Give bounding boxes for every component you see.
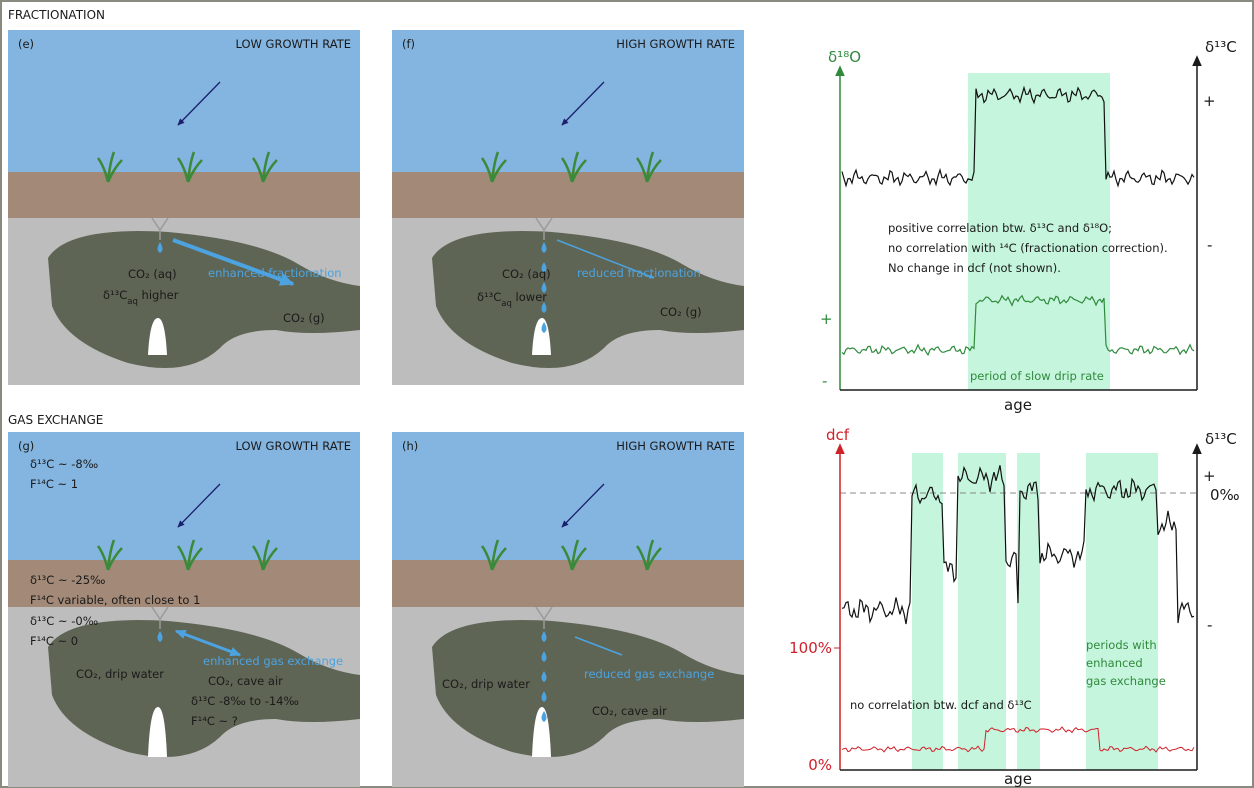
shade bbox=[958, 453, 1006, 770]
text-part: CO₂, cave air bbox=[208, 674, 283, 688]
subscript: aq bbox=[501, 299, 512, 309]
annotation: CO₂, cave air bbox=[592, 704, 667, 718]
y2-label: δ¹³C bbox=[1205, 430, 1237, 448]
text-part: CO₂ (g) bbox=[660, 305, 702, 319]
annotation: δ¹³C ~ -8‰ bbox=[30, 457, 98, 471]
annotation: F¹⁴C variable, often close to 1 bbox=[30, 593, 200, 607]
sky bbox=[392, 30, 744, 172]
growth-label: LOW GROWTH RATE bbox=[235, 37, 351, 51]
annotation: No change in dcf (not shown). bbox=[888, 261, 1061, 275]
annotation: δ¹³C -8‰ to -14‰ bbox=[191, 694, 299, 708]
text-part: δ¹³C ~ -25‰ bbox=[30, 573, 105, 587]
y-tick-label: 100% bbox=[789, 639, 832, 657]
annotation: CO₂ (g) bbox=[283, 311, 325, 325]
shade-label: enhanced bbox=[1086, 656, 1143, 670]
sign: + bbox=[1203, 467, 1216, 485]
text-part: F¹⁴C ~ ? bbox=[191, 714, 238, 728]
y-label: dcf bbox=[826, 426, 850, 444]
text-part: CO₂, cave air bbox=[592, 704, 667, 718]
text-part: CO₂, drip water bbox=[76, 667, 164, 681]
soil bbox=[392, 560, 744, 607]
sky bbox=[8, 30, 360, 172]
chart-gas-exchange: dcf δ¹³C + 0‰ - 100% 0% no correlation b… bbox=[789, 426, 1240, 788]
x-label: age bbox=[1004, 770, 1032, 788]
sign: - bbox=[822, 372, 827, 390]
text-part: δ¹³C ~ -0‰ bbox=[30, 614, 98, 628]
annotation: CO₂, drip water bbox=[442, 677, 530, 691]
text-part: F¹⁴C variable, often close to 1 bbox=[30, 593, 200, 607]
annotation: CO₂ (aq) bbox=[128, 267, 177, 281]
text-part: CO₂, drip water bbox=[442, 677, 530, 691]
annotation: positive correlation btw. δ¹³C and δ¹⁸O; bbox=[888, 221, 1112, 235]
panel: (f) HIGH GROWTH RATE CO₂ (aq)δ¹³Caq lower r… bbox=[392, 30, 744, 385]
text-part: δ¹³C -8‰ to -14‰ bbox=[191, 694, 299, 708]
text-part: F¹⁴C ~ 1 bbox=[30, 477, 78, 491]
zero-label: 0‰ bbox=[1210, 486, 1240, 504]
y2-label: δ¹³C bbox=[1205, 38, 1237, 56]
text-part: δ¹³C bbox=[477, 290, 501, 304]
panel-label: (h) bbox=[402, 439, 418, 453]
annotation: no correlation with ¹⁴C (fractionation c… bbox=[888, 241, 1168, 255]
figure: FRACTIONATION GAS EXCHANGE (e) LOW GROWTH… bbox=[0, 0, 1254, 788]
panel: (h) HIGH GROWTH RATE CO₂, drip water reduce… bbox=[392, 432, 744, 787]
annotation: CO₂ (g) bbox=[660, 305, 702, 319]
annotation: δ¹³C ~ -25‰ bbox=[30, 573, 105, 587]
text-part: CO₂ (g) bbox=[283, 311, 325, 325]
sign: + bbox=[1203, 92, 1216, 110]
text-part: enhanced fractionation bbox=[208, 266, 342, 280]
shade bbox=[1017, 453, 1040, 770]
section-title: FRACTIONATION bbox=[8, 8, 105, 22]
text-part: δ¹³C ~ -8‰ bbox=[30, 457, 98, 471]
text-part: CO₂ (aq) bbox=[502, 267, 551, 281]
shade bbox=[1086, 453, 1158, 770]
shade-label: gas exchange bbox=[1086, 674, 1166, 688]
text-part: reduced fractionation bbox=[577, 266, 701, 280]
annotation: δ¹³C ~ -0‰ bbox=[30, 614, 98, 628]
shade bbox=[912, 453, 943, 770]
annotation: F¹⁴C ~ 1 bbox=[30, 477, 78, 491]
x-label: age bbox=[1004, 396, 1032, 414]
y-label: δ¹⁸O bbox=[828, 48, 861, 66]
sign: - bbox=[1207, 236, 1212, 254]
text-part: F¹⁴C ~ 0 bbox=[30, 634, 78, 648]
text-part: CO₂ (aq) bbox=[128, 267, 177, 281]
annotation: reduced gas exchange bbox=[584, 667, 714, 681]
panel: (e) LOW GROWTH RATE CO₂ (aq)δ¹³Caq higher e… bbox=[8, 30, 360, 385]
text-part: lower bbox=[512, 290, 547, 304]
growth-label: HIGH GROWTH RATE bbox=[616, 37, 735, 51]
text-part: δ¹³C bbox=[103, 288, 127, 302]
panel: (g) LOW GROWTH RATE δ¹³C ~ -8‰ F¹⁴C ~ 1 δ¹³C… bbox=[8, 432, 360, 787]
text-part: enhanced gas exchange bbox=[203, 654, 343, 668]
text-part: higher bbox=[138, 288, 179, 302]
panel-label: (e) bbox=[18, 37, 34, 51]
chart-fractionation: δ¹⁸O δ¹³C + - + - positive correlation b… bbox=[820, 38, 1237, 414]
soil bbox=[392, 172, 744, 218]
text-part: reduced gas exchange bbox=[584, 667, 714, 681]
growth-label: LOW GROWTH RATE bbox=[235, 439, 351, 453]
panel-label: (f) bbox=[402, 37, 415, 51]
sign: - bbox=[1207, 616, 1212, 634]
annotation: F¹⁴C ~ 0 bbox=[30, 634, 78, 648]
soil bbox=[8, 172, 360, 218]
panel-label: (g) bbox=[18, 439, 34, 453]
section-title: GAS EXCHANGE bbox=[8, 413, 103, 427]
growth-label: HIGH GROWTH RATE bbox=[616, 439, 735, 453]
annotation: CO₂, cave air bbox=[208, 674, 283, 688]
sign: + bbox=[820, 310, 833, 328]
annotation: enhanced fractionation bbox=[208, 266, 342, 280]
shade-label: periods with bbox=[1086, 638, 1157, 652]
annotation: CO₂, drip water bbox=[76, 667, 164, 681]
shade-label: period of slow drip rate bbox=[970, 369, 1104, 383]
y-tick-label: 0% bbox=[808, 756, 832, 774]
annotation: enhanced gas exchange bbox=[203, 654, 343, 668]
annotation: CO₂ (aq) bbox=[502, 267, 551, 281]
annotation: no correlation btw. dcf and δ¹³C bbox=[850, 698, 1032, 712]
annotation: F¹⁴C ~ ? bbox=[191, 714, 238, 728]
subscript: aq bbox=[127, 297, 138, 307]
annotation: reduced fractionation bbox=[577, 266, 701, 280]
